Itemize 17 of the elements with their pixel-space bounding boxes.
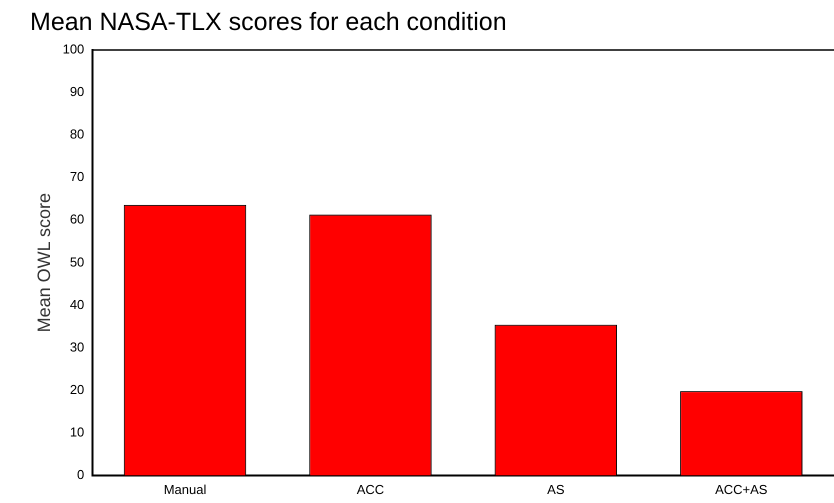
y-tick-label: 10 bbox=[70, 424, 84, 440]
y-axis-title: Mean OWL score bbox=[34, 193, 54, 332]
chart-title: Mean NASA-TLX scores for each condition bbox=[30, 8, 507, 36]
y-tick-label: 0 bbox=[77, 466, 84, 482]
y-tick-label: 70 bbox=[70, 169, 84, 184]
y-tick-label: 100 bbox=[62, 42, 84, 57]
y-tick-label: 20 bbox=[70, 382, 84, 397]
y-tick-label: 50 bbox=[70, 254, 84, 270]
y-tick-label: 30 bbox=[70, 339, 84, 354]
y-tick-label: 40 bbox=[70, 296, 84, 312]
y-tick-label: 90 bbox=[70, 84, 84, 100]
x-tick-label: Manual bbox=[164, 482, 206, 497]
x-tick-label: AS bbox=[547, 482, 565, 497]
x-tick-label: ACC bbox=[356, 482, 384, 497]
x-tick-label: ACC+AS bbox=[715, 482, 768, 497]
y-tick-label: 80 bbox=[70, 126, 84, 142]
y-tick-label: 60 bbox=[70, 212, 84, 227]
